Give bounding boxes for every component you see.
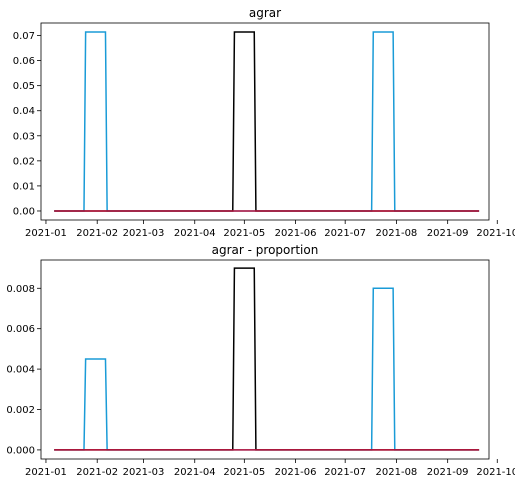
y-tick-label: 0.006 bbox=[6, 324, 35, 335]
axes-layer: 2021-01 2021-02 2021-03 2021-04 2021-05 2021-… bbox=[6, 259, 515, 478]
y-tick-label: 0.004 bbox=[6, 365, 35, 376]
x-tick-label: 2021-10 bbox=[476, 228, 515, 239]
series-layer bbox=[54, 31, 480, 212]
x-tick-label: 2021-07 bbox=[324, 228, 366, 239]
series-layer bbox=[54, 267, 480, 451]
chart-agrar: agrar 2021-01 2021-02 2021-03 2021-04 2021-0… bbox=[13, 6, 515, 239]
plot-frame bbox=[40, 259, 490, 460]
x-tick-label: 2021-01 bbox=[25, 467, 67, 478]
x-tick-label: 2021-07 bbox=[324, 467, 366, 478]
y-tick-label: 0.07 bbox=[13, 31, 35, 42]
y-tick-label: 0.002 bbox=[6, 405, 35, 416]
x-tick-label: 2021-02 bbox=[76, 228, 118, 239]
x-tick-label: 2021-10 bbox=[476, 467, 515, 478]
y-tick-label: 0.00 bbox=[13, 206, 35, 217]
x-tick-label: 2021-05 bbox=[223, 467, 265, 478]
x-tick-label: 2021-08 bbox=[376, 228, 418, 239]
y-tick-label: 0.02 bbox=[13, 156, 35, 167]
x-tick-label: 2021-09 bbox=[427, 228, 469, 239]
x-tick-label: 2021-08 bbox=[376, 467, 418, 478]
x-tick-label: 2021-02 bbox=[76, 467, 118, 478]
y-tick-label: 0.008 bbox=[6, 284, 35, 295]
y-tick-label: 0.06 bbox=[13, 56, 35, 67]
x-tick-label: 2021-05 bbox=[223, 228, 265, 239]
plot-frame bbox=[40, 22, 490, 221]
x-tick-label: 2021-06 bbox=[275, 228, 317, 239]
x-tick-label: 2021-01 bbox=[25, 228, 67, 239]
y-tick-label: 0.03 bbox=[13, 131, 35, 142]
y-tick-label: 0.01 bbox=[13, 181, 35, 192]
chart-title: agrar - proportion bbox=[212, 243, 319, 257]
x-tick-label: 2021-09 bbox=[427, 467, 469, 478]
axes-layer: 2021-01 2021-02 2021-03 2021-04 2021-05 2021-… bbox=[13, 22, 515, 239]
chart-title: agrar bbox=[249, 6, 281, 20]
x-tick-label: 2021-03 bbox=[123, 228, 165, 239]
y-tick-label: 0.000 bbox=[6, 445, 35, 456]
x-tick-label: 2021-03 bbox=[123, 467, 165, 478]
x-tick-label: 2021-04 bbox=[174, 228, 216, 239]
x-tick-label: 2021-06 bbox=[275, 467, 317, 478]
y-tick-label: 0.05 bbox=[13, 81, 35, 92]
y-tick-label: 0.04 bbox=[13, 106, 35, 117]
x-tick-label: 2021-04 bbox=[174, 467, 216, 478]
chart-agrar-proportion: agrar - proportion 2021-01 2021-02 2021-03… bbox=[6, 243, 515, 478]
